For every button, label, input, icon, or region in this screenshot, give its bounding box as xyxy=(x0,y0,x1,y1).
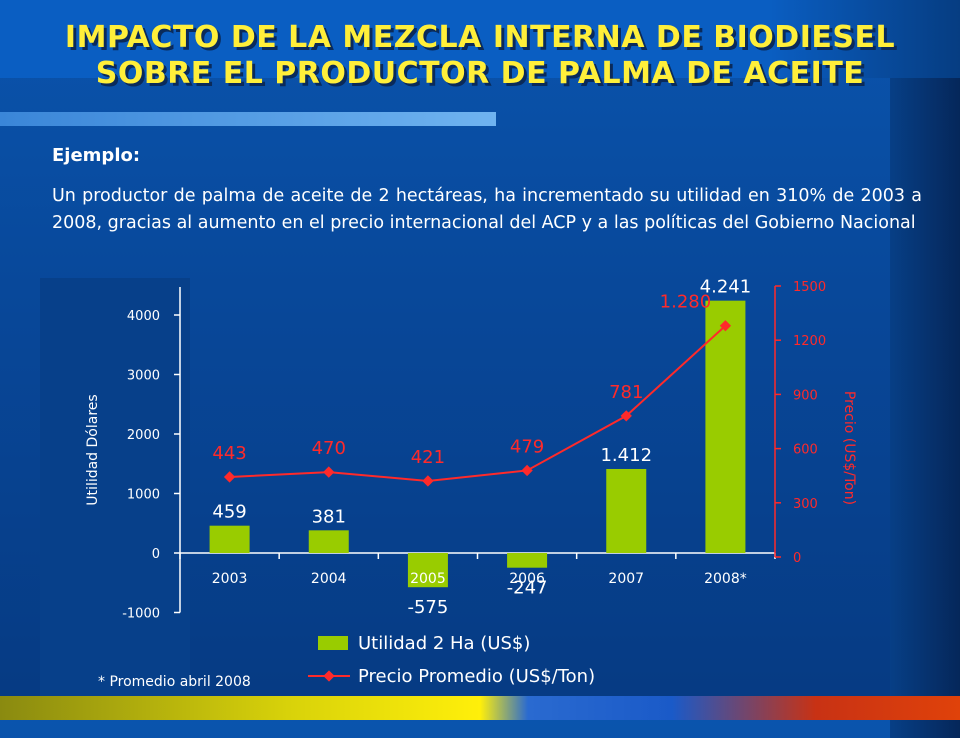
line-point xyxy=(521,464,533,477)
bar-data-label: -247 xyxy=(507,578,548,599)
example-heading: Ejemplo: xyxy=(52,145,141,166)
y2-tick-label: 0 xyxy=(793,551,801,566)
bar-data-label: -575 xyxy=(407,597,448,618)
line-point xyxy=(323,466,335,478)
bar-utilidad xyxy=(209,525,250,553)
x-tick-label: 2004 xyxy=(311,571,347,587)
y-axis-title: Utilidad Dólares xyxy=(85,394,101,505)
title-accent-bar xyxy=(0,112,496,126)
right-shade xyxy=(890,78,960,738)
y-tick-label: -1000 xyxy=(122,607,160,622)
y2-tick-label: 1200 xyxy=(793,334,826,349)
bar-data-label: 4.241 xyxy=(700,277,752,298)
line-data-label: 781 xyxy=(609,382,643,403)
chart-panel xyxy=(40,278,190,698)
bar-utilidad xyxy=(705,300,746,553)
y2-axis-title: Precio (US$/Ton) xyxy=(841,391,857,505)
bar-utilidad xyxy=(308,530,349,553)
line-data-label: 421 xyxy=(411,447,445,468)
y2-tick-label: 1500 xyxy=(793,280,826,295)
line-data-label: 479 xyxy=(510,436,544,457)
bar-utilidad xyxy=(507,553,548,568)
example-text: Un productor de palma de aceite de 2 hec… xyxy=(52,186,922,233)
legend-label-bar: Utilidad 2 Ha (US$) xyxy=(358,633,530,654)
y2-tick-label: 600 xyxy=(793,443,818,458)
line-data-label: 443 xyxy=(212,443,246,464)
x-tick-label: 2007 xyxy=(608,571,644,587)
y-tick-label: 1000 xyxy=(127,488,160,503)
title-background xyxy=(0,0,960,78)
title-line-2: SOBRE EL PRODUCTOR DE PALMA DE ACEITE xyxy=(95,56,865,91)
y-tick-label: 0 xyxy=(152,547,160,562)
bar-data-label: 381 xyxy=(312,506,346,527)
legend-label-line: Precio Promedio (US$/Ton) xyxy=(358,666,595,687)
line-data-label: 470 xyxy=(312,438,346,459)
line-point xyxy=(422,475,434,487)
line-point xyxy=(719,320,732,332)
y-tick-label: 3000 xyxy=(127,369,160,384)
line-precio xyxy=(229,325,727,482)
y-tick-label: 2000 xyxy=(127,428,160,443)
x-tick-label: 2008* xyxy=(704,571,747,587)
footnote: * Promedio abril 2008 xyxy=(98,674,251,690)
line-point xyxy=(620,410,632,422)
x-tick-label: 2006 xyxy=(509,571,545,587)
bottom-color-bar xyxy=(0,696,960,720)
slide-title: IMPACTO DE LA MEZCLA INTERNA DE BIODIESE… xyxy=(0,20,960,92)
bar-data-label: 459 xyxy=(212,502,246,523)
bar-data-label: 1.412 xyxy=(600,445,652,466)
line-point xyxy=(223,471,236,483)
x-tick-label: 2005 xyxy=(410,571,446,587)
y2-tick-label: 900 xyxy=(793,388,818,403)
bar-utilidad xyxy=(606,468,647,553)
combo-chart: -1000 0 1000 2000 3000 4000 Utilidad Dólares 0 3… xyxy=(85,277,857,687)
legend-swatch-bar xyxy=(318,636,348,650)
title-line-1: IMPACTO DE LA MEZCLA INTERNA DE BIODIESE… xyxy=(64,20,896,55)
bar-utilidad xyxy=(407,553,448,588)
line-data-label: 1.280 xyxy=(660,292,712,313)
legend-marker-line xyxy=(323,670,335,682)
y-tick-label: 4000 xyxy=(127,309,160,324)
x-tick-label: 2003 xyxy=(212,571,248,587)
y2-tick-label: 300 xyxy=(793,497,818,512)
